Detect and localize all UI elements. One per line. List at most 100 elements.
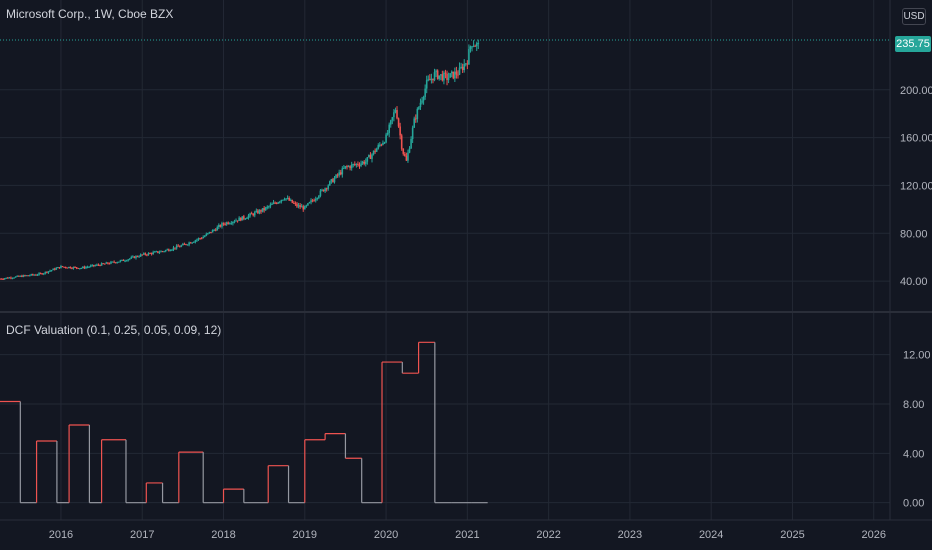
candle-body — [278, 201, 281, 203]
candle-body — [80, 268, 83, 270]
candle-body — [291, 199, 294, 203]
candle-body — [213, 229, 215, 231]
candle-body — [202, 236, 204, 239]
candle-body — [404, 153, 406, 156]
candle-body — [272, 202, 275, 204]
candle-body — [116, 262, 119, 264]
candle-body — [388, 124, 390, 133]
candle-body — [400, 135, 403, 149]
candle-body — [422, 96, 425, 101]
candle-body — [452, 71, 455, 79]
candle-body — [274, 202, 276, 204]
candle-body — [364, 161, 367, 164]
candle-body — [338, 172, 340, 176]
candle-body — [57, 267, 59, 269]
candle-body — [354, 164, 356, 166]
candle-body — [136, 256, 139, 258]
candle-body — [171, 249, 173, 251]
candle-body — [147, 253, 150, 255]
candle-body — [407, 152, 409, 161]
candle-body — [172, 247, 175, 250]
x-tick-label: 2024 — [699, 529, 723, 541]
candle-body — [243, 216, 245, 219]
candle-body — [357, 163, 359, 166]
candle-body — [303, 206, 306, 210]
candle-body — [468, 49, 470, 65]
candle-body — [464, 63, 467, 65]
candle-body — [322, 189, 325, 192]
candle-body — [166, 249, 169, 251]
candle-body — [200, 238, 203, 240]
candle-body — [211, 230, 214, 233]
candle-body — [232, 221, 234, 224]
candle-body — [308, 202, 311, 204]
candle-body — [266, 206, 269, 208]
candle-body — [161, 251, 164, 253]
candle-body — [289, 199, 292, 201]
candle-body — [335, 174, 337, 179]
candle-body — [302, 206, 305, 210]
dcf-series — [0, 341, 488, 504]
candle-body — [438, 75, 441, 79]
candle-body — [455, 71, 458, 75]
candle-body — [397, 118, 400, 127]
candle-body — [436, 70, 439, 79]
candle-body — [28, 275, 31, 277]
candle-body — [271, 203, 273, 205]
candle-body — [444, 72, 447, 74]
candle-body — [25, 275, 28, 277]
candle-body — [419, 102, 422, 108]
candle-body — [117, 261, 120, 263]
candle-body — [186, 244, 189, 246]
indicator-title: DCF Valuation (0.1, 0.25, 0.05, 0.09, 12… — [6, 323, 221, 337]
candle-body — [19, 275, 22, 277]
candle-body — [313, 200, 315, 202]
candle-body — [160, 251, 162, 253]
candle-body — [336, 174, 339, 176]
candle-body — [330, 179, 333, 182]
candle-body — [286, 197, 289, 199]
candle-body — [233, 221, 236, 223]
candle-body — [216, 227, 219, 231]
candle-body — [66, 267, 69, 269]
candle-body — [47, 271, 50, 273]
candle-body — [296, 203, 298, 207]
candle-body — [421, 100, 423, 103]
candle-body — [261, 208, 264, 212]
candle-body — [175, 245, 178, 249]
candle-body — [85, 267, 87, 269]
candle-body — [24, 275, 26, 277]
candle-body — [458, 67, 461, 75]
candle-body — [46, 271, 48, 273]
candle-body — [447, 77, 450, 81]
candle-body — [203, 235, 206, 237]
candle-body — [105, 262, 108, 264]
candle-body — [350, 164, 353, 169]
candle-body — [310, 200, 312, 203]
currency-button[interactable]: USD — [902, 8, 926, 25]
x-tick-label: 2026 — [862, 529, 886, 541]
candle-body — [189, 242, 192, 244]
candle-body — [239, 217, 242, 221]
candle-body — [163, 251, 165, 253]
candle-body — [466, 63, 469, 65]
candle-body — [300, 206, 303, 208]
candle-body — [71, 268, 73, 270]
candle-body — [236, 220, 239, 222]
candle-body — [299, 205, 301, 208]
candle-body — [368, 155, 370, 158]
candle-body — [7, 277, 9, 279]
candle-body — [122, 259, 125, 261]
candle-body — [344, 166, 347, 169]
candle-body — [94, 265, 97, 267]
price-tick-label: 80.00 — [900, 228, 928, 240]
candle-body — [391, 117, 394, 121]
candle-body — [17, 275, 20, 277]
candle-body — [33, 274, 36, 276]
candle-body — [44, 271, 47, 274]
candle-body — [241, 216, 244, 221]
candle-body — [361, 161, 364, 164]
candle-body — [371, 154, 373, 159]
candle-body — [332, 179, 334, 183]
candle-body — [111, 261, 114, 263]
